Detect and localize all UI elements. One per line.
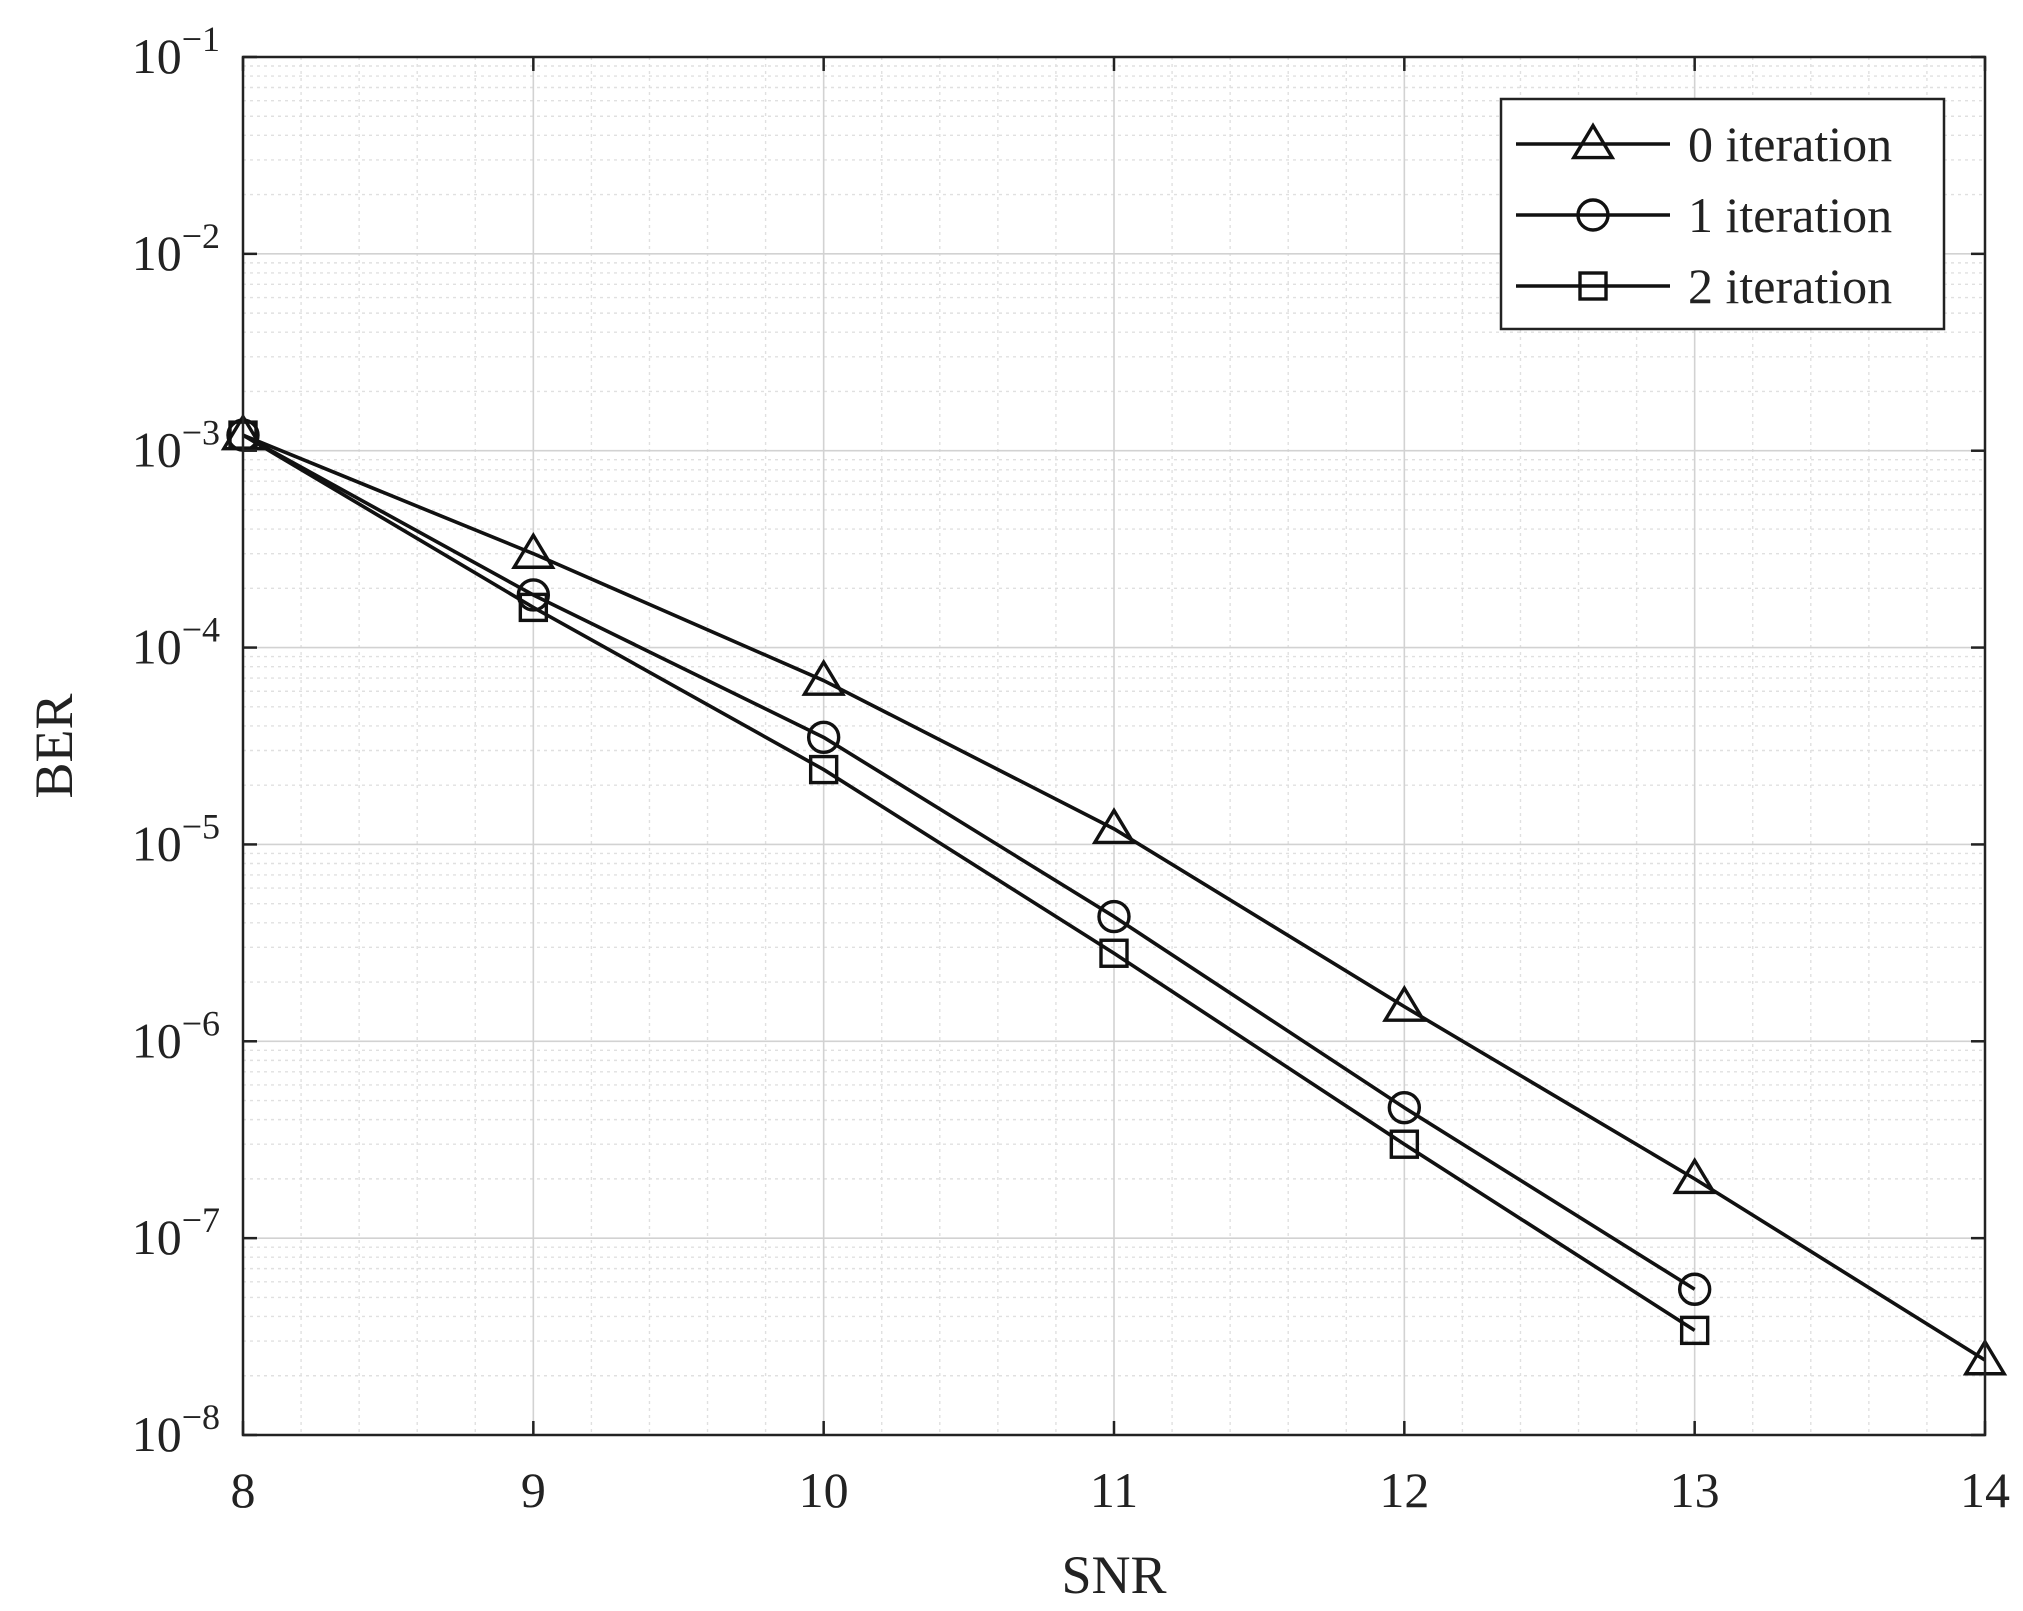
data-point-square (518, 592, 549, 623)
x-tick-label: 14 (1960, 1462, 2010, 1518)
series-circle (226, 418, 1712, 1306)
data-point-triangle (801, 658, 846, 696)
data-point-triangle (1382, 984, 1427, 1022)
data-point-circle (516, 578, 551, 612)
legend-entry-triangle: 0 iteration (1516, 116, 1892, 172)
series-square (228, 420, 1710, 1346)
data-point-triangle (511, 531, 556, 569)
data-point-square (1099, 938, 1129, 968)
y-tick-label: 10−4 (132, 610, 220, 675)
legend-marker-triangle (1570, 122, 1616, 160)
y-tick-label: 10−7 (132, 1200, 220, 1265)
x-axis-title: SNR (1061, 1545, 1166, 1605)
series-line-circle (242, 433, 1696, 1291)
data-point-triangle (1672, 1157, 1717, 1195)
series-line-square (242, 433, 1696, 1332)
x-axis-ticks: 8 9 10 11 12 13 14 (231, 57, 2010, 1518)
x-tick-label: 11 (1090, 1462, 1138, 1518)
y-axis-title: BER (24, 693, 84, 798)
legend-label: 1 iteration (1688, 187, 1892, 243)
data-point-circle (1387, 1090, 1422, 1125)
data-point-square (1389, 1129, 1420, 1159)
series-triangle (220, 413, 2008, 1376)
legend-label: 2 iteration (1688, 258, 1892, 314)
data-point-triangle (1091, 807, 1137, 845)
y-tick-label: 10−5 (132, 806, 220, 871)
x-tick-label: 10 (799, 1462, 849, 1518)
series-line-triangle (242, 433, 1986, 1362)
y-tick-label: 10−2 (132, 216, 220, 281)
series-layer (220, 413, 2008, 1376)
x-tick-label: 13 (1670, 1462, 1720, 1518)
y-tick-label: 10−1 (132, 19, 220, 84)
data-point-square (1679, 1315, 1710, 1346)
y-axis-ticks: 10−1 10−2 10−3 10−4 10−5 10−6 10−7 10−8 (132, 19, 1985, 1462)
y-tick-label: 10−3 (132, 413, 220, 478)
legend: 0 iteration 1 iteration 2 iteration (1499, 97, 1946, 331)
y-tick-label: 10−8 (132, 1397, 220, 1462)
legend-entry-square: 2 iteration (1516, 258, 1892, 314)
legend-label: 0 iteration (1688, 116, 1892, 172)
data-point-square (808, 754, 839, 785)
x-tick-label: 8 (231, 1462, 256, 1518)
y-tick-label: 10−6 (132, 1003, 220, 1068)
legend-marker-square (1578, 271, 1608, 301)
data-point-circle (1677, 1272, 1712, 1306)
legend-marker-circle (1576, 198, 1610, 232)
data-point-circle (1097, 899, 1131, 934)
legend-entries: 0 iteration 1 iteration 2 iteration (1516, 116, 1892, 314)
legend-entry-circle: 1 iteration (1516, 187, 1892, 243)
data-point-circle (806, 720, 841, 755)
x-tick-label: 12 (1379, 1462, 1429, 1518)
x-tick-label: 9 (521, 1462, 546, 1518)
